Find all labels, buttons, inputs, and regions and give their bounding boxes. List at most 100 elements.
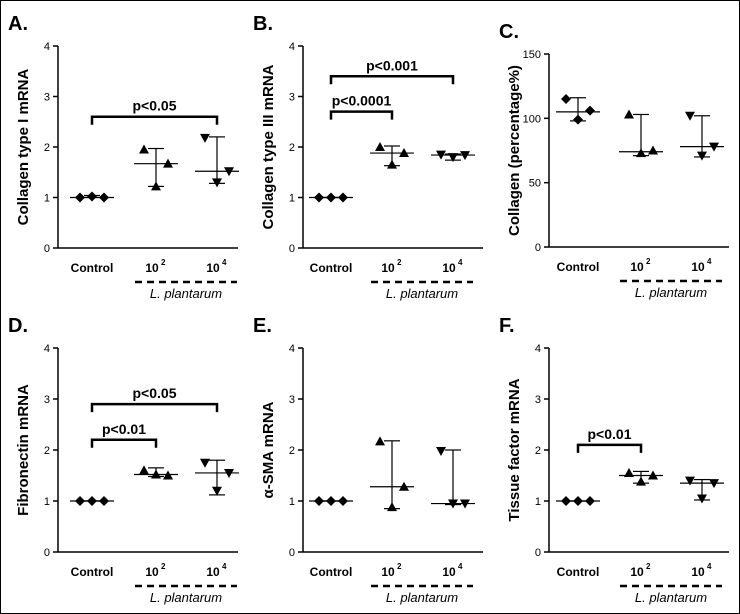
- data-point: [436, 150, 446, 160]
- data-group: [195, 458, 239, 496]
- y-axis-label: Collagen type III mRNA: [260, 64, 277, 229]
- x-tick-superscript: 2: [397, 562, 402, 571]
- data-point: [636, 476, 646, 486]
- p-value-label: p<0.001: [366, 57, 418, 73]
- x-tick-superscript: 2: [161, 258, 166, 267]
- y-tick-label: 0: [44, 547, 50, 559]
- significance-bracket: [329, 110, 394, 120]
- data-point: [460, 499, 470, 509]
- x-tick-label: 10: [381, 261, 395, 275]
- x-tick-label: 10: [145, 261, 159, 275]
- data-point: [151, 469, 161, 479]
- y-tick-label: 2: [535, 445, 541, 457]
- y-tick-label: 1: [44, 496, 50, 508]
- data-group: [70, 191, 114, 203]
- significance-bracket: [90, 115, 219, 125]
- data-point: [224, 167, 234, 177]
- x-tick-label: Control: [557, 260, 600, 274]
- data-point: [387, 502, 397, 512]
- significance-bracket: [90, 402, 219, 413]
- data-group: [556, 94, 600, 125]
- panel-label: F.: [499, 315, 515, 337]
- y-tick-label: 2: [289, 142, 295, 154]
- data-point: [139, 465, 149, 475]
- data-point: [87, 496, 97, 506]
- x-tick-label: 10: [145, 565, 159, 579]
- x-tick-label: 10: [381, 565, 395, 579]
- y-tick-label: 3: [44, 394, 50, 406]
- data-point: [338, 496, 348, 506]
- data-point: [212, 486, 222, 496]
- data-group: [309, 192, 353, 203]
- panel-label: D.: [8, 315, 28, 337]
- data-group: [680, 111, 724, 161]
- x-tick-superscript: 2: [161, 562, 166, 571]
- data-group: [680, 476, 724, 504]
- data-point: [685, 476, 695, 486]
- group-label: L. plantarum: [150, 590, 222, 605]
- data-point: [200, 458, 210, 468]
- x-tick-superscript: 2: [646, 562, 651, 571]
- y-tick-label: 1: [289, 193, 295, 205]
- group-label: L. plantarum: [150, 286, 222, 301]
- p-value-label: p<0.0001: [332, 93, 392, 109]
- data-point: [561, 496, 571, 506]
- data-point: [648, 470, 658, 480]
- y-tick-label: 0: [289, 243, 295, 255]
- data-group: [619, 109, 663, 158]
- y-tick-label: 0: [44, 243, 50, 255]
- panel-label: E.: [253, 315, 272, 337]
- y-tick-label: 0: [535, 242, 541, 254]
- data-group: [195, 133, 239, 188]
- data-group: [556, 496, 600, 506]
- data-point: [326, 496, 336, 506]
- data-group: [70, 496, 114, 506]
- data-group: [134, 144, 178, 191]
- x-tick-label: 10: [442, 261, 456, 275]
- y-tick-label: 3: [535, 394, 541, 406]
- data-point: [697, 151, 707, 161]
- y-tick-label: 0: [289, 547, 295, 559]
- x-tick-label: 10: [691, 260, 705, 274]
- x-tick-label: Control: [71, 261, 114, 275]
- y-tick-label: 4: [289, 343, 295, 355]
- data-point: [709, 142, 719, 152]
- x-tick-label: 10: [691, 565, 705, 579]
- data-point: [87, 191, 97, 202]
- y-tick-label: 3: [289, 92, 295, 104]
- y-axis-label: Fibronectin mRNA: [15, 384, 32, 516]
- y-tick-label: 1: [44, 193, 50, 205]
- group-label: L. plantarum: [386, 286, 458, 301]
- data-point: [585, 105, 595, 116]
- p-value-label: p<0.01: [102, 421, 146, 437]
- x-tick-superscript: 4: [458, 562, 463, 571]
- data-group: [431, 150, 475, 163]
- data-point: [314, 192, 324, 203]
- data-point: [460, 151, 470, 161]
- data-point: [99, 496, 109, 506]
- data-point: [573, 114, 583, 125]
- data-point: [636, 148, 646, 158]
- data-point: [163, 158, 173, 168]
- data-group: [431, 447, 475, 509]
- data-point: [139, 144, 149, 154]
- y-tick-label: 1: [289, 496, 295, 508]
- x-tick-superscript: 4: [222, 562, 227, 571]
- x-tick-label: 10: [630, 260, 644, 274]
- data-point: [99, 192, 109, 203]
- y-tick-label: 3: [289, 394, 295, 406]
- data-point: [585, 496, 595, 506]
- x-tick-superscript: 4: [707, 562, 712, 571]
- data-point: [697, 494, 707, 504]
- y-tick-label: 2: [44, 142, 50, 154]
- data-point: [399, 148, 409, 158]
- data-point: [448, 153, 458, 163]
- panel-label: A.: [8, 13, 28, 35]
- group-label: L. plantarum: [386, 590, 458, 605]
- data-point: [648, 145, 658, 155]
- y-axis-label: α-SMA mRNA: [260, 401, 277, 498]
- x-tick-label: 10: [442, 565, 456, 579]
